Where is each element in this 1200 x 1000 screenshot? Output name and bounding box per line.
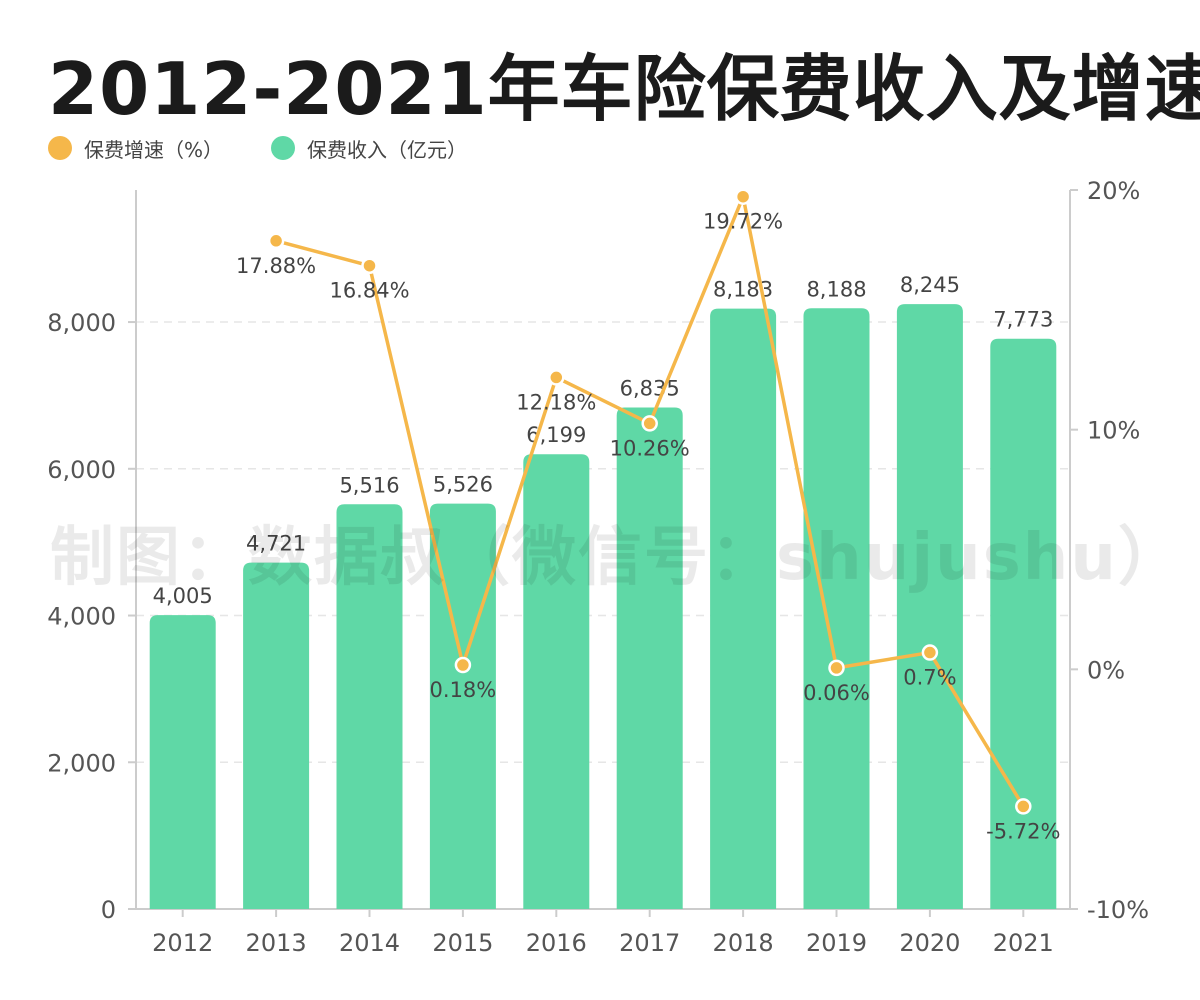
rate-point-2021 — [1015, 798, 1032, 815]
rate-value-label: 0.18% — [430, 678, 497, 702]
rate-point-2019 — [828, 659, 845, 677]
bar-2016 — [523, 454, 590, 909]
y-left-tick-label: 4,000 — [47, 603, 116, 631]
y-left-tick-label: 8,000 — [47, 309, 116, 337]
x-tick-label: 2016 — [526, 929, 587, 957]
y-left-tick-label: 0 — [101, 896, 116, 924]
rate-point-2018 — [734, 188, 752, 205]
x-tick-label: 2015 — [432, 929, 493, 957]
rate-value-label: 19.72% — [703, 210, 783, 234]
legend-label-premium: 保费收入（亿元） — [307, 137, 468, 162]
rate-value-label: 10.26% — [610, 436, 690, 460]
chart-title: 2012-2021年车险保费收入及增速 — [48, 47, 1200, 131]
bar-2012 — [149, 615, 216, 909]
x-tick-label: 2020 — [899, 929, 960, 957]
bar-2013 — [243, 562, 310, 909]
y-left-tick-label: 6,000 — [47, 456, 116, 484]
rate-value-label: -5.72% — [986, 819, 1060, 843]
legend-item-rate[interactable]: 保费增速（%） — [48, 134, 223, 163]
y-right-tick-label: 20% — [1087, 177, 1140, 205]
rate-value-label: 17.88% — [236, 254, 316, 278]
x-tick-label: 2012 — [152, 929, 213, 957]
x-tick-label: 2017 — [619, 929, 680, 957]
x-tick-label: 2021 — [993, 929, 1054, 957]
rate-point-2017 — [641, 415, 658, 432]
legend: 保费增速（%） 保费收入（亿元） — [48, 134, 515, 162]
bar-2014 — [336, 504, 403, 909]
x-tick-label: 2013 — [246, 929, 307, 957]
rate-value-label: 16.84% — [329, 279, 409, 303]
rate-point-2016 — [548, 369, 565, 386]
rate-value-label: 0.06% — [803, 681, 870, 705]
y-right-tick-label: -10% — [1087, 896, 1149, 924]
legend-swatch-premium — [271, 136, 296, 160]
rate-point-2013 — [267, 232, 285, 250]
y-right-tick-label: 0% — [1087, 656, 1125, 684]
rate-point-2014 — [361, 257, 378, 274]
rate-value-label: 12.18% — [516, 390, 596, 414]
bar-value-label: 7,773 — [993, 308, 1053, 332]
y-left-tick-label: 2,000 — [47, 749, 116, 777]
bar-value-label: 4,721 — [246, 532, 306, 556]
bar-2017 — [616, 407, 683, 909]
bar-2015 — [429, 503, 496, 909]
bar-value-label: 5,526 — [433, 473, 493, 497]
x-tick-label: 2019 — [806, 929, 867, 957]
x-tick-label: 2018 — [713, 929, 774, 957]
rate-point-2020 — [921, 644, 939, 661]
rate-value-label: 0.7% — [903, 666, 956, 690]
bar-value-label: 4,005 — [153, 584, 213, 608]
bar-2018 — [710, 308, 777, 909]
bar-2021 — [990, 338, 1057, 910]
rate-point-2015 — [454, 656, 472, 674]
bar-2020 — [896, 304, 963, 910]
bar-2019 — [803, 308, 870, 909]
legend-item-premium[interactable]: 保费收入（亿元） — [271, 134, 467, 163]
bar-value-label: 6,835 — [620, 377, 680, 401]
y-right-tick-label: 10% — [1087, 417, 1140, 445]
legend-swatch-rate — [48, 136, 72, 160]
bar-value-label: 8,245 — [900, 273, 960, 297]
bar-value-label: 8,188 — [806, 277, 866, 301]
x-tick-label: 2014 — [339, 929, 400, 957]
bar-value-label: 5,516 — [339, 473, 399, 497]
watermark: 制图：数据叔（微信号：shujushu） — [50, 521, 1184, 595]
legend-label-rate: 保费增速（%） — [84, 137, 224, 162]
